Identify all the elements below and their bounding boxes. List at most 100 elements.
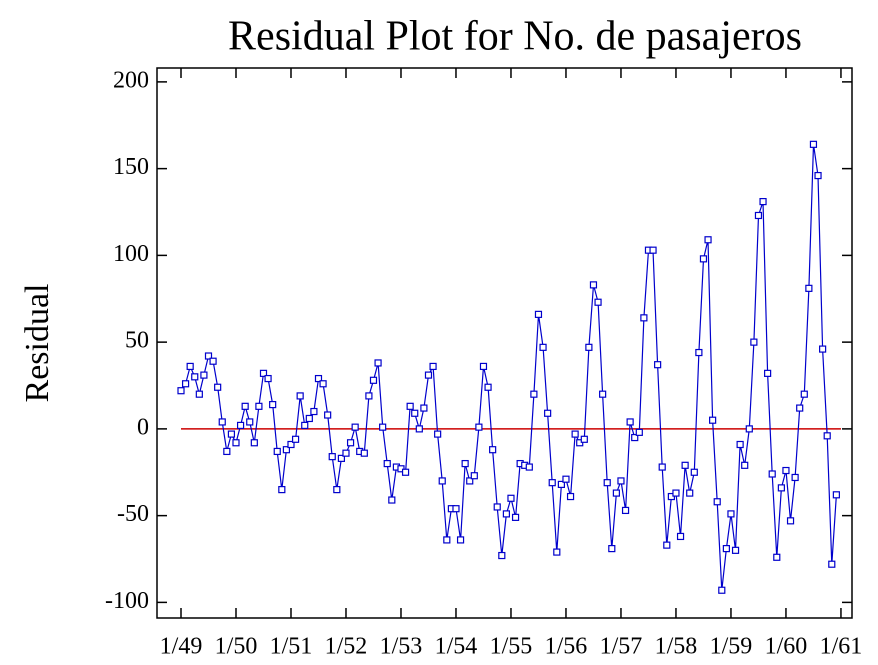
point — [466, 477, 474, 485]
point — [539, 343, 547, 351]
y-tick-label: 200 — [113, 67, 149, 93]
x-tick-label: 1/59 — [710, 634, 753, 660]
point — [823, 432, 831, 440]
point — [319, 380, 327, 388]
point — [337, 454, 346, 462]
point — [832, 491, 840, 499]
point — [805, 284, 813, 292]
point — [658, 463, 666, 471]
x-tick-label: 1/61 — [820, 634, 863, 660]
plot-frame — [156, 67, 853, 619]
point — [305, 414, 313, 423]
point — [786, 517, 795, 525]
point — [507, 494, 515, 502]
y-tick-label: 150 — [113, 154, 149, 180]
point — [424, 371, 433, 379]
point — [511, 513, 520, 521]
point — [456, 536, 465, 544]
point — [484, 383, 492, 391]
point — [759, 197, 767, 206]
point — [635, 428, 643, 436]
x-tick-label: 1/54 — [435, 634, 478, 660]
point — [232, 439, 240, 447]
point — [420, 404, 428, 412]
point — [764, 369, 772, 377]
point — [379, 423, 387, 431]
point — [594, 298, 602, 306]
point — [699, 255, 708, 263]
x-tick-label: 1/51 — [270, 634, 313, 660]
point — [690, 468, 698, 476]
point — [562, 475, 570, 483]
y-tick-label: 100 — [113, 241, 149, 267]
point — [328, 453, 336, 461]
y-tick-label: 50 — [125, 328, 149, 354]
point — [346, 439, 355, 447]
point — [259, 369, 268, 377]
point — [236, 421, 245, 430]
point — [750, 338, 758, 346]
x-tick-label: 1/49 — [160, 634, 203, 660]
point — [796, 404, 804, 412]
point — [773, 553, 781, 561]
point — [475, 423, 483, 431]
point — [333, 486, 341, 494]
point — [571, 430, 579, 438]
point — [530, 390, 538, 398]
point — [553, 548, 561, 556]
point — [718, 586, 726, 594]
point — [406, 402, 414, 410]
point — [209, 357, 217, 365]
point — [351, 423, 359, 431]
point — [754, 211, 763, 220]
point — [493, 503, 501, 511]
point — [654, 361, 662, 369]
point — [296, 392, 304, 400]
point — [709, 416, 717, 424]
point — [181, 380, 190, 388]
point — [223, 447, 231, 456]
x-tick-label: 1/55 — [490, 634, 533, 660]
point — [470, 472, 478, 480]
point — [273, 447, 281, 456]
point — [736, 440, 744, 449]
point — [686, 489, 694, 497]
point — [374, 359, 382, 367]
point — [434, 430, 442, 438]
x-tick-label: 1/60 — [765, 634, 808, 660]
x-tick-label: 1/57 — [600, 634, 643, 660]
point — [741, 461, 749, 469]
point — [383, 459, 391, 468]
point — [218, 418, 226, 426]
point — [608, 544, 616, 553]
y-tick-label: 0 — [137, 414, 149, 440]
point — [640, 314, 648, 322]
point — [621, 506, 630, 515]
x-tick-label: 1/53 — [380, 634, 423, 660]
point — [809, 140, 818, 148]
point — [649, 246, 657, 254]
point — [443, 536, 451, 544]
point — [534, 310, 543, 318]
point — [360, 449, 368, 457]
point — [599, 390, 607, 398]
point — [401, 468, 410, 476]
point — [264, 374, 272, 383]
point — [557, 480, 565, 489]
point — [663, 541, 671, 549]
point — [672, 489, 680, 497]
y-axis-label: Residual — [19, 284, 56, 403]
point — [502, 510, 510, 518]
point — [695, 348, 703, 357]
point — [365, 392, 373, 400]
point — [612, 489, 620, 497]
point — [415, 425, 423, 433]
point — [214, 383, 222, 391]
x-tick-label: 1/50 — [215, 634, 258, 660]
point — [768, 470, 776, 478]
point — [195, 390, 203, 398]
point — [489, 446, 497, 454]
point — [566, 492, 575, 501]
point — [727, 510, 735, 518]
point — [278, 486, 286, 494]
